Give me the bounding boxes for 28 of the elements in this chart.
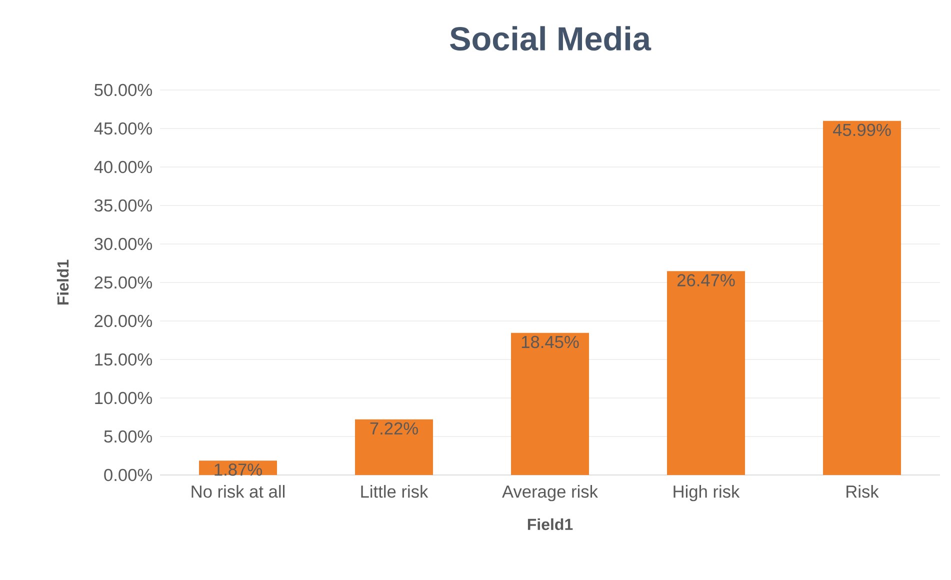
data-label: 7.22%	[370, 422, 418, 435]
x-tick-label: Risk	[846, 485, 879, 498]
y-tick-label: 5.00%	[104, 430, 152, 443]
chart-title: Social Media	[450, 26, 652, 51]
x-tick-label: Average risk	[502, 485, 598, 502]
y-tick-label: 20.00%	[94, 314, 152, 328]
data-label: 1.87%	[214, 464, 262, 476]
y-axis-title: Field1	[56, 260, 69, 305]
bar	[667, 271, 745, 475]
y-tick-label: 25.00%	[94, 276, 152, 289]
y-tick-label: 50.00%	[94, 84, 152, 96]
bar	[823, 120, 901, 475]
y-tick-label: 10.00%	[95, 392, 152, 404]
y-tick-label: 35.00%	[94, 199, 152, 212]
data-label: 45.99%	[833, 124, 891, 136]
data-label: 26.47%	[677, 274, 735, 286]
y-tick-label: 45.00%	[94, 122, 152, 135]
x-axis-title: Field1	[528, 518, 573, 530]
data-label: 18.45%	[522, 336, 579, 348]
y-tick-label: 15.00%	[95, 353, 152, 366]
y-tick-label: 0.00%	[104, 468, 152, 482]
y-tick-label: 40.00%	[94, 160, 152, 174]
x-tick-label: High risk	[674, 485, 740, 502]
x-tick-label: Little risk	[361, 485, 428, 498]
bar	[355, 419, 433, 475]
y-tick-label: 30.00%	[94, 238, 152, 250]
x-tick-label: No risk at all	[192, 485, 285, 498]
bar	[511, 332, 590, 475]
